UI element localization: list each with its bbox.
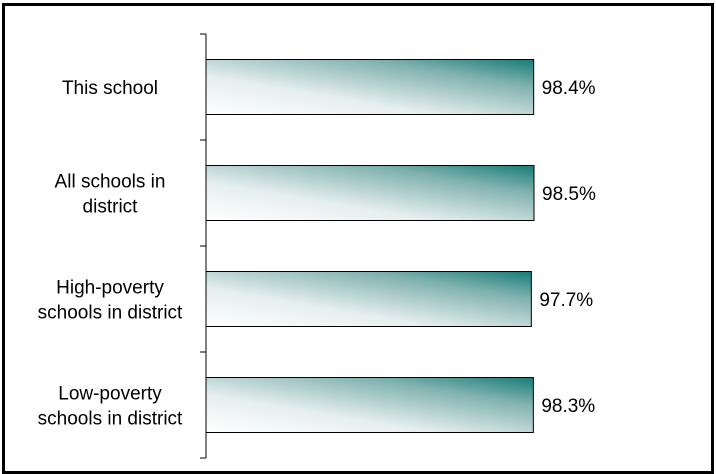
bars-group: [205, 59, 535, 433]
category-label: High-poverty: [56, 278, 164, 299]
category-label: schools in district: [38, 409, 183, 430]
category-labels: This school All schools in district High-po…: [38, 78, 183, 430]
value-label: 97.7%: [539, 290, 593, 311]
category-label: This school: [62, 78, 158, 99]
value-label: 98.3%: [541, 396, 595, 417]
bar: [205, 377, 534, 433]
category-label: Low-poverty: [58, 384, 162, 405]
category-label: schools in district: [38, 303, 183, 324]
value-label: 98.5%: [542, 184, 596, 205]
value-label: 98.4%: [542, 78, 596, 99]
value-labels: 98.4% 98.5% 97.7% 98.3%: [539, 78, 596, 417]
category-axis: [200, 33, 207, 459]
category-label: district: [83, 197, 139, 218]
bar: [205, 271, 532, 327]
bar: [205, 59, 535, 115]
category-label: All schools in: [55, 172, 166, 193]
bar: [205, 165, 535, 221]
